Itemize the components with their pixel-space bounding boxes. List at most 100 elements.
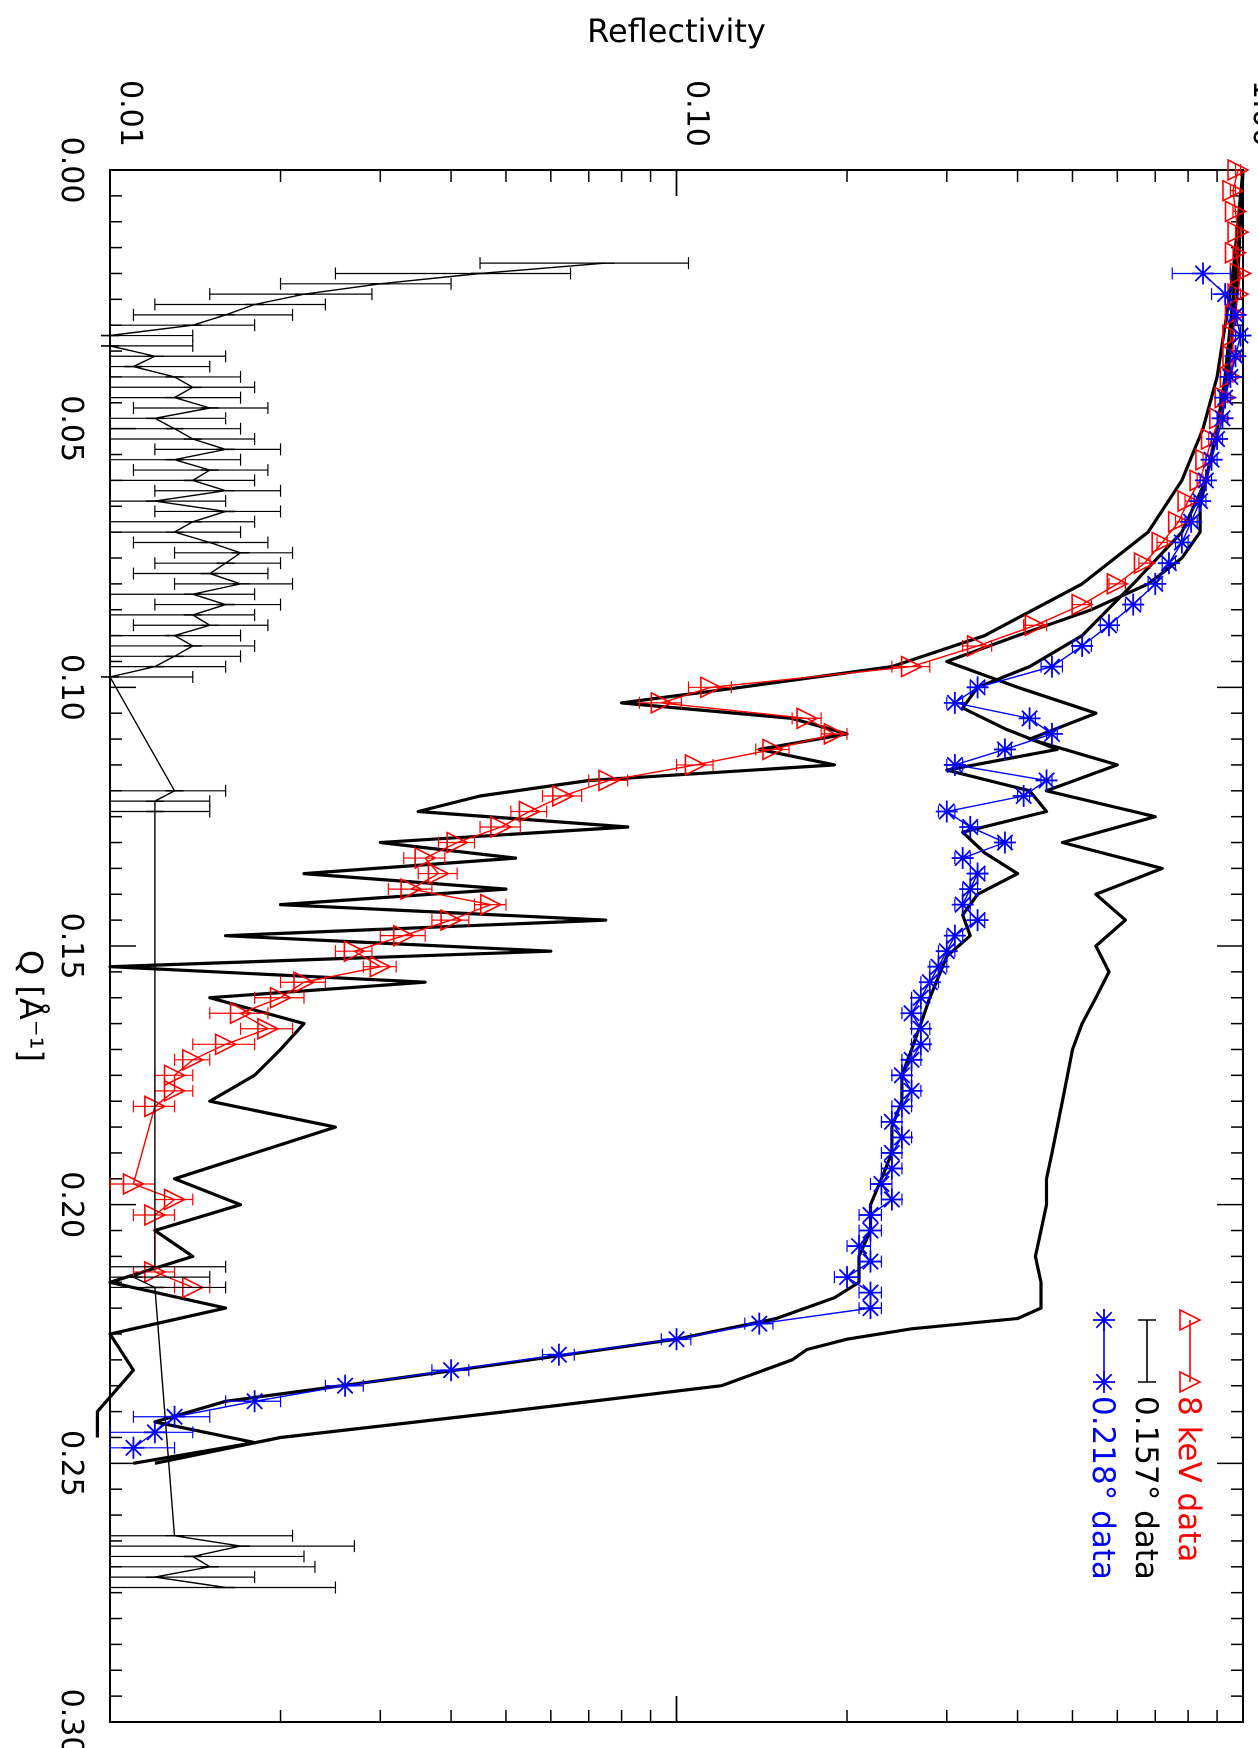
data-point xyxy=(951,847,974,870)
data-point xyxy=(1018,707,1041,730)
q-tick-label: 0.10 xyxy=(54,654,89,721)
data-point xyxy=(1192,262,1215,285)
data-point xyxy=(1012,784,1035,807)
data-point xyxy=(1170,531,1193,554)
series-1 xyxy=(109,158,1253,1299)
data-point xyxy=(748,1312,771,1335)
plot-border xyxy=(109,169,1244,1723)
data-point xyxy=(951,893,974,916)
data-point xyxy=(1222,344,1245,368)
legend-marker-3 xyxy=(1093,1309,1115,1331)
data-point xyxy=(943,924,966,947)
data-point xyxy=(440,908,463,932)
data-point xyxy=(959,816,982,839)
data-point xyxy=(880,1110,903,1133)
data-point xyxy=(684,753,708,777)
data-point xyxy=(890,1064,913,1087)
series-2 xyxy=(101,257,690,1594)
data-point xyxy=(369,955,393,978)
reflectivity-tick-label: 0.10 xyxy=(680,80,715,147)
data-point xyxy=(243,1390,266,1413)
data-point xyxy=(598,769,621,792)
reflectivity-tick-label: 1.00 xyxy=(1246,80,1258,147)
data-point xyxy=(927,955,950,978)
data-point xyxy=(880,1157,903,1180)
q-tick-label: 0.00 xyxy=(54,137,89,204)
data-point xyxy=(427,862,451,885)
data-point xyxy=(163,1188,187,1211)
data-point xyxy=(163,1064,187,1087)
data-point xyxy=(229,1001,253,1025)
x-axis-title: Q [Å⁻¹] xyxy=(12,950,50,1062)
fit-curve-1 xyxy=(154,169,1245,1465)
fit-curves xyxy=(95,169,1245,1465)
data-point xyxy=(1122,593,1145,616)
data-point xyxy=(257,1017,280,1041)
data-point xyxy=(479,893,503,916)
legend-marker-3 xyxy=(1093,1371,1115,1393)
data-point xyxy=(1180,510,1203,533)
data-point xyxy=(181,1048,205,1072)
data-point xyxy=(1222,179,1245,202)
data-point xyxy=(1200,448,1223,471)
axis-labels: 0.00 0.05 0.10 0.15 0.20 0.25 0.30 0.01 0.10 1.00… xyxy=(12,12,1258,1748)
data-point xyxy=(1224,200,1248,223)
q-tick-label: 0.05 xyxy=(54,395,89,462)
legend-label-1: 8 keV data xyxy=(1171,1396,1207,1562)
data-point xyxy=(935,800,958,823)
data-point xyxy=(446,831,469,854)
data-point xyxy=(1214,386,1237,409)
axis-ticks xyxy=(109,169,1244,1723)
data-point xyxy=(993,831,1016,854)
data-point xyxy=(1097,614,1120,637)
data-point xyxy=(1071,634,1094,657)
data-point xyxy=(966,862,989,885)
data-point xyxy=(966,676,989,699)
data-point xyxy=(1157,552,1180,575)
data-point xyxy=(1035,769,1058,792)
data-point xyxy=(935,940,958,963)
data-point xyxy=(1151,531,1174,554)
legend-marker-1 xyxy=(1179,1308,1202,1332)
data-point xyxy=(836,1266,859,1289)
q-tick-label: 0.25 xyxy=(54,1430,89,1497)
data-point xyxy=(1219,365,1242,388)
legend-label-3: 0.218° data xyxy=(1085,1396,1121,1580)
data-point xyxy=(1224,303,1247,326)
data-point xyxy=(1024,613,1048,637)
data-point xyxy=(943,753,966,776)
data-point xyxy=(1144,572,1167,595)
data-point xyxy=(1133,551,1157,575)
series-line xyxy=(108,262,606,1589)
plot-frame xyxy=(109,169,1244,1723)
data-point xyxy=(1209,407,1232,430)
data-point xyxy=(1227,158,1250,182)
data-point xyxy=(400,877,423,901)
data-point xyxy=(700,676,723,699)
data-point xyxy=(269,986,293,1010)
data-point xyxy=(122,1436,145,1459)
legend-marker-1 xyxy=(1179,1370,1202,1394)
data-series xyxy=(101,158,1253,1594)
data-point xyxy=(1222,324,1245,347)
data-point xyxy=(890,1126,913,1149)
fit-curve-3 xyxy=(133,169,1245,1465)
series-3 xyxy=(109,262,1252,1459)
data-point xyxy=(959,878,982,901)
data-point xyxy=(918,971,941,994)
data-point xyxy=(890,1095,913,1118)
fit-curve-2 xyxy=(95,169,1245,1438)
data-point xyxy=(900,1048,923,1071)
data-point xyxy=(1227,220,1250,244)
data-point xyxy=(293,970,316,994)
series-line xyxy=(132,169,1242,1289)
data-point xyxy=(1224,345,1247,368)
legend-label-2: 0.157° data xyxy=(1128,1396,1164,1580)
data-point xyxy=(1206,428,1229,451)
data-point xyxy=(214,1032,238,1056)
data-point xyxy=(440,1359,463,1382)
data-point xyxy=(547,1343,570,1366)
data-point xyxy=(909,1033,932,1056)
